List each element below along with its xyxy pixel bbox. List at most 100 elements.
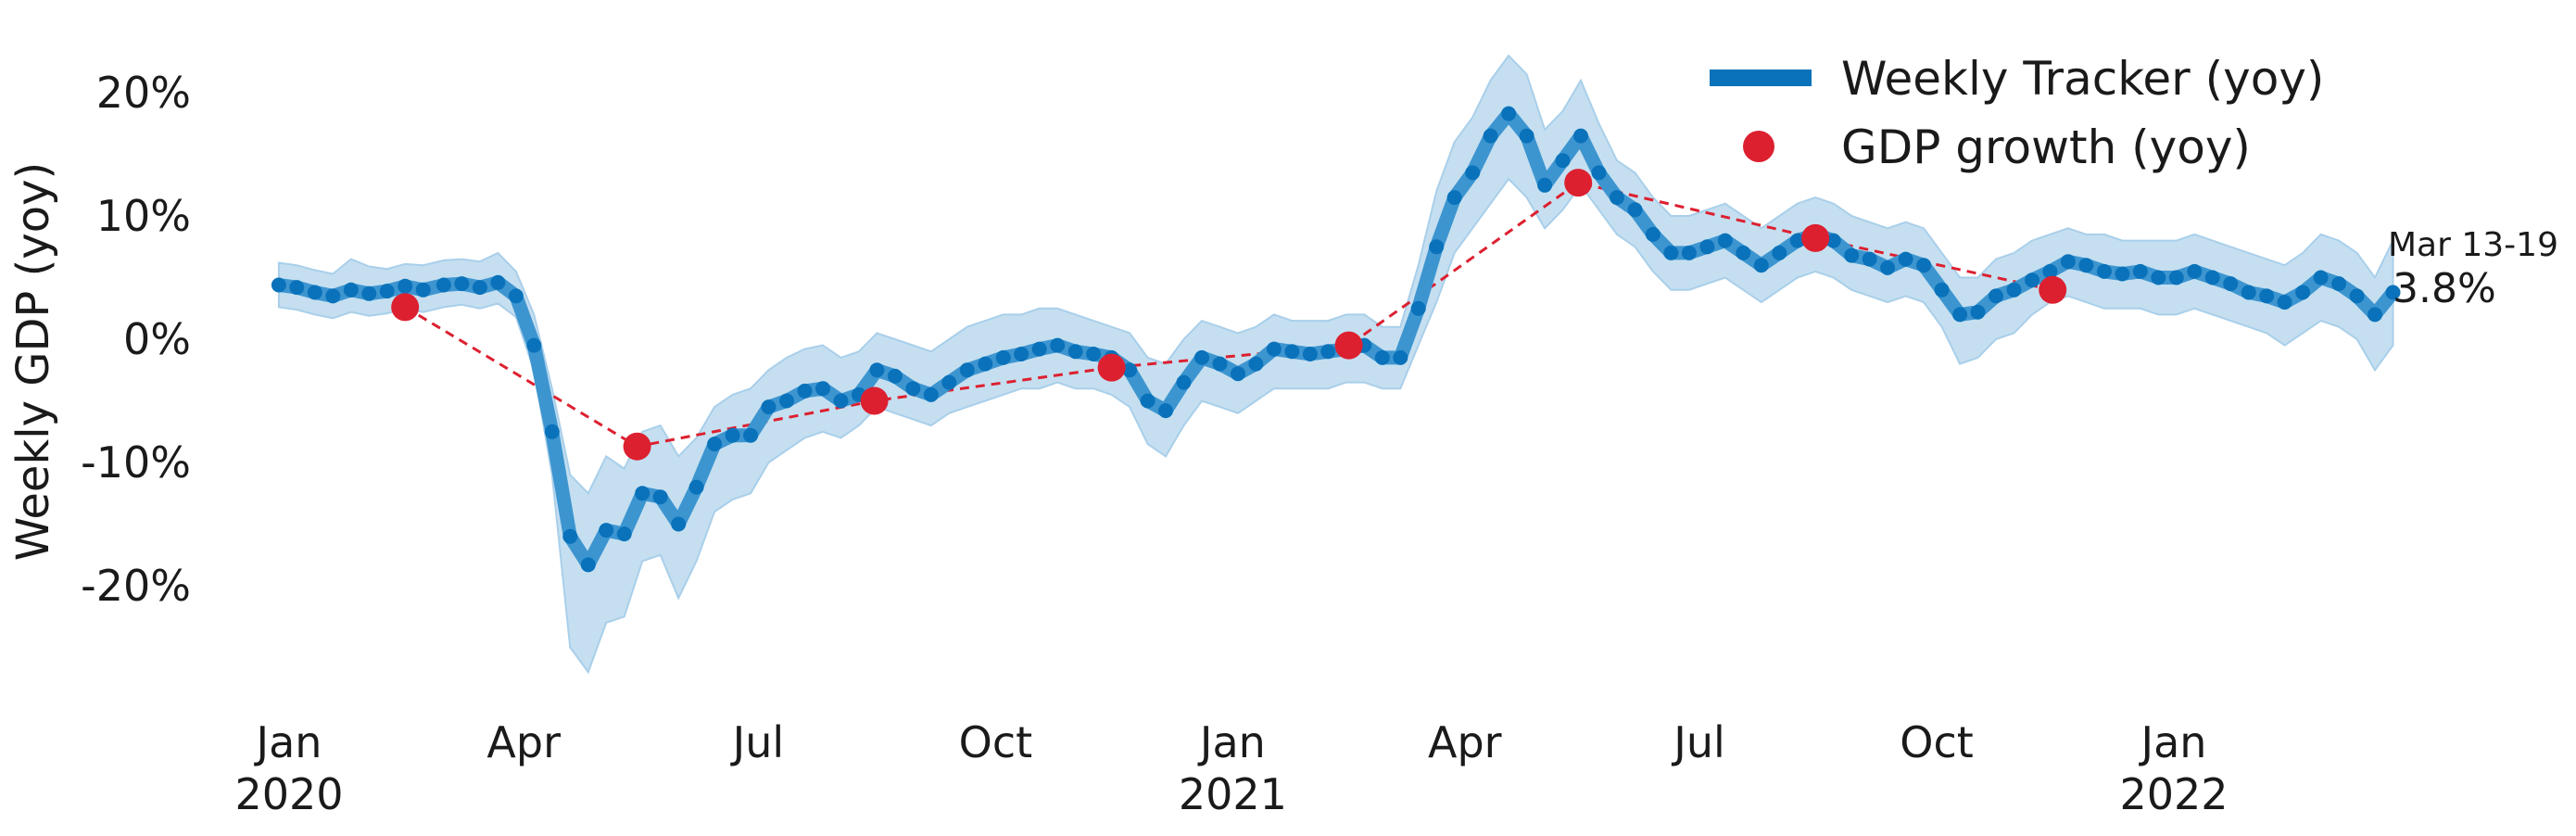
legend-gdp-marker xyxy=(1743,131,1774,162)
tracker-point xyxy=(2115,266,2130,282)
tracker-point xyxy=(1284,344,1300,360)
legend-tracker-marker xyxy=(1752,70,1769,86)
tracker-point xyxy=(1501,106,1517,121)
tracker-point xyxy=(307,285,322,300)
tracker-point xyxy=(725,427,740,443)
x-tick-label: Jul xyxy=(730,717,785,767)
last-value-annotation: Mar 13-19 3.8% xyxy=(2388,226,2558,312)
tracker-point xyxy=(1248,356,1264,372)
tracker-point xyxy=(1158,403,1173,419)
tracker-point xyxy=(761,399,777,415)
x-tick-label: Oct xyxy=(1900,717,1974,767)
tracker-point xyxy=(490,274,506,290)
x-tick-year-label: 2021 xyxy=(1179,769,1287,819)
tracker-point xyxy=(544,424,560,439)
tracker-point xyxy=(1050,337,1066,353)
tracker-point xyxy=(797,383,813,399)
tracker-point xyxy=(635,486,650,501)
tracker-point xyxy=(2385,285,2401,300)
tracker-point xyxy=(1627,202,1643,218)
x-tick-label: Jan xyxy=(1197,717,1266,767)
y-tick-label: -20% xyxy=(81,561,191,611)
tracker-point xyxy=(887,368,903,384)
x-tick-label: Jul xyxy=(1671,717,1725,767)
x-tick-label: Apr xyxy=(486,717,561,767)
tracker-point xyxy=(2277,295,2292,310)
tracker-point xyxy=(1483,128,1498,144)
tracker-point xyxy=(1302,347,1318,361)
tracker-point xyxy=(2168,270,2184,285)
x-tick-year-label: 2022 xyxy=(2119,769,2228,819)
tracker-point xyxy=(1266,341,1282,357)
tracker-point xyxy=(271,277,286,293)
tracker-point xyxy=(2060,254,2076,270)
tracker-point xyxy=(361,285,377,301)
tracker-point xyxy=(2132,263,2148,279)
tracker-point xyxy=(1320,344,1336,360)
tracker-point xyxy=(743,427,759,443)
y-tick-label: 20% xyxy=(96,68,191,118)
tracker-point xyxy=(2368,307,2382,323)
tracker-point xyxy=(652,489,668,505)
tracker-point xyxy=(1429,239,1445,255)
tracker-point xyxy=(1410,300,1426,316)
tracker-point xyxy=(833,393,849,409)
gdp-point xyxy=(1097,353,1126,382)
annotation-date: Mar 13-19 xyxy=(2388,226,2558,264)
tracker-point xyxy=(1934,282,1950,298)
tracker-point xyxy=(2331,276,2347,292)
tracker-point xyxy=(1753,258,1769,273)
y-tick-label: 0% xyxy=(123,314,191,364)
tracker-point xyxy=(415,282,431,298)
tracker-point xyxy=(2204,270,2220,285)
tracker-point xyxy=(1555,153,1571,169)
gdp-point xyxy=(623,432,651,461)
tracker-point xyxy=(2349,288,2365,304)
tracker-point xyxy=(1519,128,1534,144)
tracker-point xyxy=(1122,362,1138,378)
legend-label-tracker: Weekly Tracker (yoy) xyxy=(1841,52,2324,106)
tracker-point xyxy=(1699,239,1715,255)
y-axis-ticks: 20% 10% 0% -10% -20% xyxy=(81,68,191,611)
tracker-point xyxy=(1194,349,1209,365)
tracker-point xyxy=(1952,307,1968,323)
legend-label-gdp: GDP growth (yoy) xyxy=(1841,120,2251,174)
tracker-point xyxy=(2187,263,2203,279)
tracker-point xyxy=(815,381,830,397)
tracker-point xyxy=(454,276,470,292)
tracker-point xyxy=(1231,366,1245,382)
annotation-value: 3.8% xyxy=(2393,265,2496,312)
tracker-point xyxy=(580,557,596,573)
x-tick-label: Jan xyxy=(254,717,322,767)
tracker-point xyxy=(508,288,524,304)
legend: Weekly Tracker (yoy) GDP growth (yoy) xyxy=(1710,52,2324,174)
tracker-point xyxy=(1446,190,1462,206)
tracker-point xyxy=(959,362,975,378)
tracker-confidence-band xyxy=(277,54,2394,675)
tracker-point xyxy=(436,277,451,293)
tracker-point xyxy=(599,523,614,538)
tracker-point xyxy=(1681,245,1697,260)
tracker-point xyxy=(1789,233,1805,248)
tracker-point xyxy=(2006,282,2022,298)
tracker-point xyxy=(1014,347,1029,361)
tracker-point xyxy=(995,349,1011,365)
gdp-point xyxy=(2039,275,2067,304)
tracker-point xyxy=(1663,245,1679,260)
tracker-point xyxy=(2025,272,2039,288)
tracker-point xyxy=(398,278,413,294)
gdp-point xyxy=(860,386,889,415)
tracker-point xyxy=(1736,245,1751,260)
tracker-point xyxy=(1393,349,1408,365)
tracker-point xyxy=(2313,270,2329,285)
tracker-point xyxy=(707,437,723,452)
tracker-point xyxy=(1465,165,1481,181)
gdp-dashed-connector xyxy=(404,181,2053,449)
tracker-point xyxy=(869,362,885,378)
tracker-point xyxy=(2042,263,2058,279)
tracker-point xyxy=(562,528,578,544)
tracker-point xyxy=(289,280,305,296)
tracker-point xyxy=(325,288,341,304)
tracker-point xyxy=(2223,276,2239,292)
